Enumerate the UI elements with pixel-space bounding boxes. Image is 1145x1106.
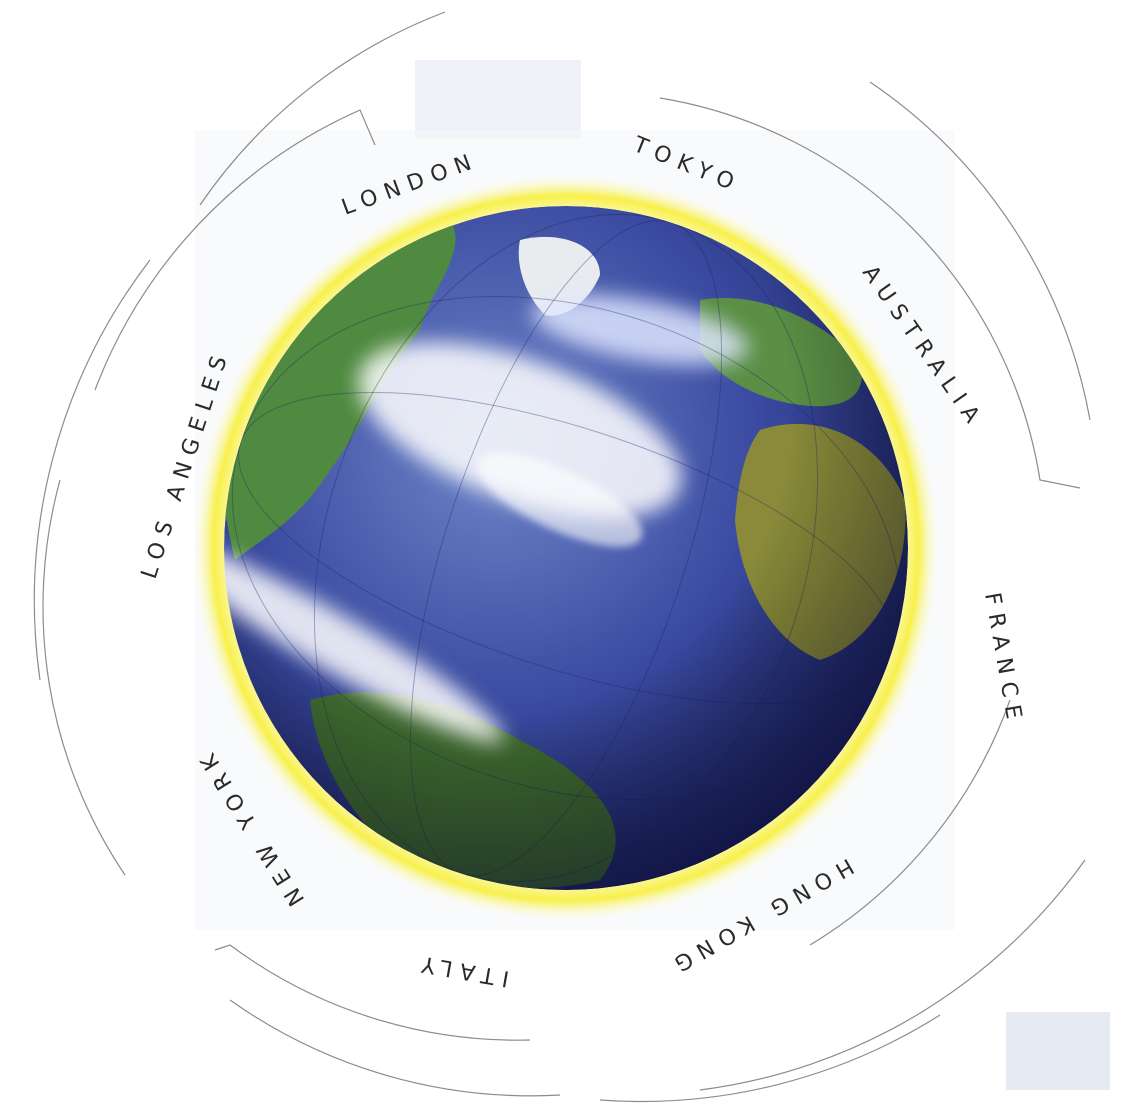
globe <box>224 206 908 890</box>
orbit-rings <box>33 11 1091 1103</box>
city-label-italy: ITALY <box>412 949 511 990</box>
city-label-france: FRANCE <box>979 591 1027 729</box>
